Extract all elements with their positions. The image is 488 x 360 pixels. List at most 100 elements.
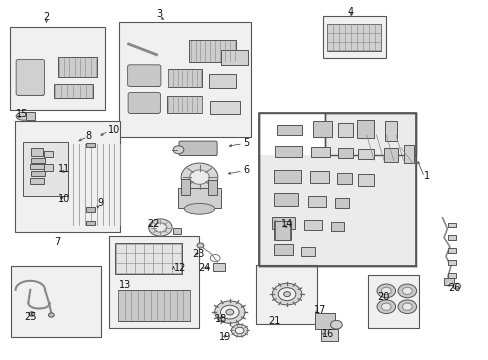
- Bar: [119, 22, 250, 137]
- Ellipse shape: [381, 303, 390, 310]
- Ellipse shape: [189, 170, 209, 184]
- Bar: [300, 247, 315, 256]
- Bar: [18, 60, 42, 94]
- Bar: [403, 145, 413, 163]
- Text: 9: 9: [98, 198, 104, 208]
- Ellipse shape: [16, 112, 31, 120]
- Bar: [276, 125, 302, 135]
- Text: 23: 23: [192, 249, 204, 259]
- Bar: [85, 221, 95, 225]
- Bar: [385, 121, 397, 141]
- Ellipse shape: [402, 287, 411, 294]
- Ellipse shape: [181, 163, 218, 191]
- Text: 21: 21: [267, 316, 280, 326]
- Bar: [30, 178, 43, 184]
- Bar: [357, 174, 373, 186]
- Bar: [23, 142, 68, 196]
- Ellipse shape: [381, 287, 390, 294]
- Text: 8: 8: [85, 131, 92, 141]
- Ellipse shape: [214, 301, 244, 323]
- Text: 26: 26: [447, 283, 459, 293]
- Ellipse shape: [283, 292, 290, 297]
- Bar: [337, 148, 352, 158]
- Ellipse shape: [225, 309, 233, 315]
- Bar: [30, 148, 43, 156]
- Bar: [447, 261, 455, 265]
- Bar: [315, 313, 334, 329]
- Text: 17: 17: [314, 305, 326, 315]
- Ellipse shape: [376, 284, 395, 298]
- Bar: [367, 275, 418, 328]
- Bar: [212, 263, 224, 271]
- Bar: [31, 158, 45, 163]
- FancyBboxPatch shape: [179, 141, 217, 156]
- Bar: [259, 113, 415, 266]
- Bar: [178, 188, 221, 208]
- Bar: [384, 148, 397, 162]
- Text: 3: 3: [156, 9, 162, 19]
- Bar: [356, 120, 374, 138]
- Bar: [130, 93, 158, 112]
- Bar: [337, 123, 352, 137]
- Bar: [31, 171, 45, 176]
- Ellipse shape: [148, 219, 172, 236]
- Ellipse shape: [173, 146, 183, 154]
- Text: 7: 7: [55, 237, 61, 247]
- Ellipse shape: [29, 312, 35, 316]
- Text: 19: 19: [219, 332, 231, 342]
- Bar: [307, 196, 325, 207]
- Text: 2: 2: [43, 12, 49, 22]
- Bar: [209, 74, 235, 88]
- Ellipse shape: [154, 223, 166, 232]
- Ellipse shape: [278, 288, 295, 301]
- Bar: [273, 170, 301, 183]
- Bar: [447, 273, 455, 278]
- Ellipse shape: [272, 283, 301, 305]
- Text: 5: 5: [243, 138, 249, 148]
- Text: 6: 6: [243, 165, 249, 175]
- Bar: [304, 220, 321, 230]
- Ellipse shape: [452, 283, 460, 289]
- Bar: [273, 244, 293, 255]
- Bar: [309, 171, 328, 183]
- Text: 16: 16: [321, 329, 333, 339]
- Bar: [273, 220, 291, 240]
- Ellipse shape: [220, 305, 239, 319]
- Bar: [15, 121, 120, 232]
- Bar: [189, 40, 236, 62]
- Bar: [54, 84, 93, 98]
- Bar: [271, 217, 295, 229]
- Ellipse shape: [397, 284, 416, 298]
- Bar: [58, 57, 97, 77]
- Bar: [26, 112, 35, 120]
- Bar: [44, 151, 53, 157]
- Bar: [172, 228, 181, 234]
- Bar: [11, 266, 101, 337]
- Bar: [313, 121, 331, 137]
- Bar: [357, 149, 373, 159]
- Bar: [129, 66, 159, 85]
- Bar: [85, 143, 95, 147]
- Bar: [181, 179, 190, 195]
- Text: 12: 12: [173, 263, 185, 273]
- Bar: [310, 147, 329, 157]
- Text: 4: 4: [347, 6, 353, 17]
- Ellipse shape: [184, 203, 214, 214]
- FancyBboxPatch shape: [127, 65, 161, 86]
- Bar: [331, 222, 343, 231]
- Bar: [44, 164, 53, 171]
- Bar: [447, 222, 455, 228]
- Ellipse shape: [48, 313, 54, 317]
- FancyBboxPatch shape: [128, 93, 160, 113]
- Bar: [85, 207, 95, 212]
- Ellipse shape: [402, 303, 411, 310]
- Text: 18: 18: [215, 314, 227, 324]
- Bar: [273, 193, 298, 206]
- Ellipse shape: [197, 243, 203, 248]
- Text: 1: 1: [424, 171, 430, 181]
- Ellipse shape: [235, 327, 244, 334]
- Bar: [447, 235, 455, 240]
- Ellipse shape: [376, 300, 395, 314]
- Bar: [167, 96, 202, 113]
- Bar: [274, 146, 302, 157]
